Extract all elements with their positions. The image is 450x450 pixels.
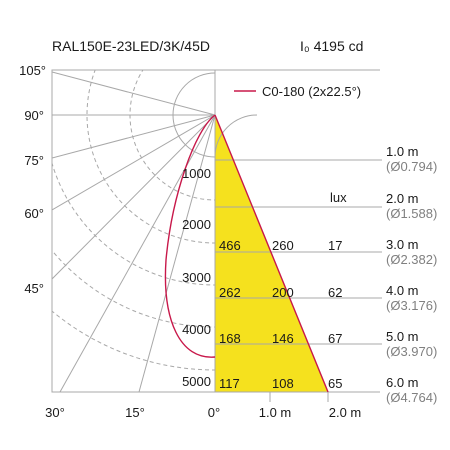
lux-value: 17 [328, 238, 342, 253]
row-diameter: (Ø3.970) [386, 344, 437, 359]
intensity-scale-label: 5000 [182, 374, 211, 389]
row-diameter: (Ø0.794) [386, 159, 437, 174]
angle-label: 75° [24, 153, 44, 168]
angle-label: 15° [125, 405, 145, 420]
row-diameter: (Ø3.176) [386, 298, 437, 313]
lux-value: 466 [219, 238, 241, 253]
product-model: RAL150E-23LED/3K/45D [52, 38, 210, 54]
intensity-curve [164, 114, 216, 358]
lux-value: 108 [272, 376, 294, 391]
lux-value: 62 [328, 285, 342, 300]
row-distance: 3.0 m [386, 237, 419, 252]
intensity-scale-label: 3000 [182, 270, 211, 285]
lux-value: 117 [219, 376, 240, 391]
angle-label: 45° [24, 281, 44, 296]
distance-gridlines [215, 159, 382, 402]
legend-label: C0-180 (2x22.5°) [262, 84, 361, 99]
row-diameter: (Ø2.382) [386, 252, 437, 267]
cone-edge-line [214, 114, 329, 393]
intensity-scale-label: 4000 [182, 322, 211, 337]
angle-label: 0° [208, 405, 220, 420]
row-distance: 6.0 m [386, 375, 419, 390]
distance-axis-label: 2.0 m [329, 405, 362, 420]
row-distance: 4.0 m [386, 283, 419, 298]
row-distance: 2.0 m [386, 191, 419, 206]
lux-value: 168 [219, 331, 241, 346]
angle-label: 60° [24, 206, 44, 221]
angle-label: 30° [45, 405, 65, 420]
polar-grid [52, 70, 258, 392]
angle-label: 90° [24, 108, 44, 123]
row-diameter: (Ø4.764) [386, 390, 437, 405]
lux-header: lux [330, 190, 347, 205]
lux-value: 260 [272, 238, 294, 253]
row-distance: 1.0 m [386, 144, 419, 159]
lux-value: 67 [328, 331, 342, 346]
lux-value: 65 [328, 376, 342, 391]
row-distance: 5.0 m [386, 329, 419, 344]
intensity-scale-label: 2000 [182, 217, 211, 232]
intensity-scale-label: 1000 [182, 166, 211, 181]
lux-value: 146 [272, 331, 294, 346]
peak-intensity: I₀ 4195 cd [300, 38, 364, 54]
angle-label: 105° [19, 63, 46, 78]
lux-value: 200 [272, 285, 294, 300]
row-diameter: (Ø1.588) [386, 206, 437, 221]
distance-axis-label: 1.0 m [259, 405, 292, 420]
lux-value: 262 [219, 285, 241, 300]
diagram-frame [51, 69, 380, 393]
legend: C0-180 (2x22.5°) [234, 84, 361, 99]
